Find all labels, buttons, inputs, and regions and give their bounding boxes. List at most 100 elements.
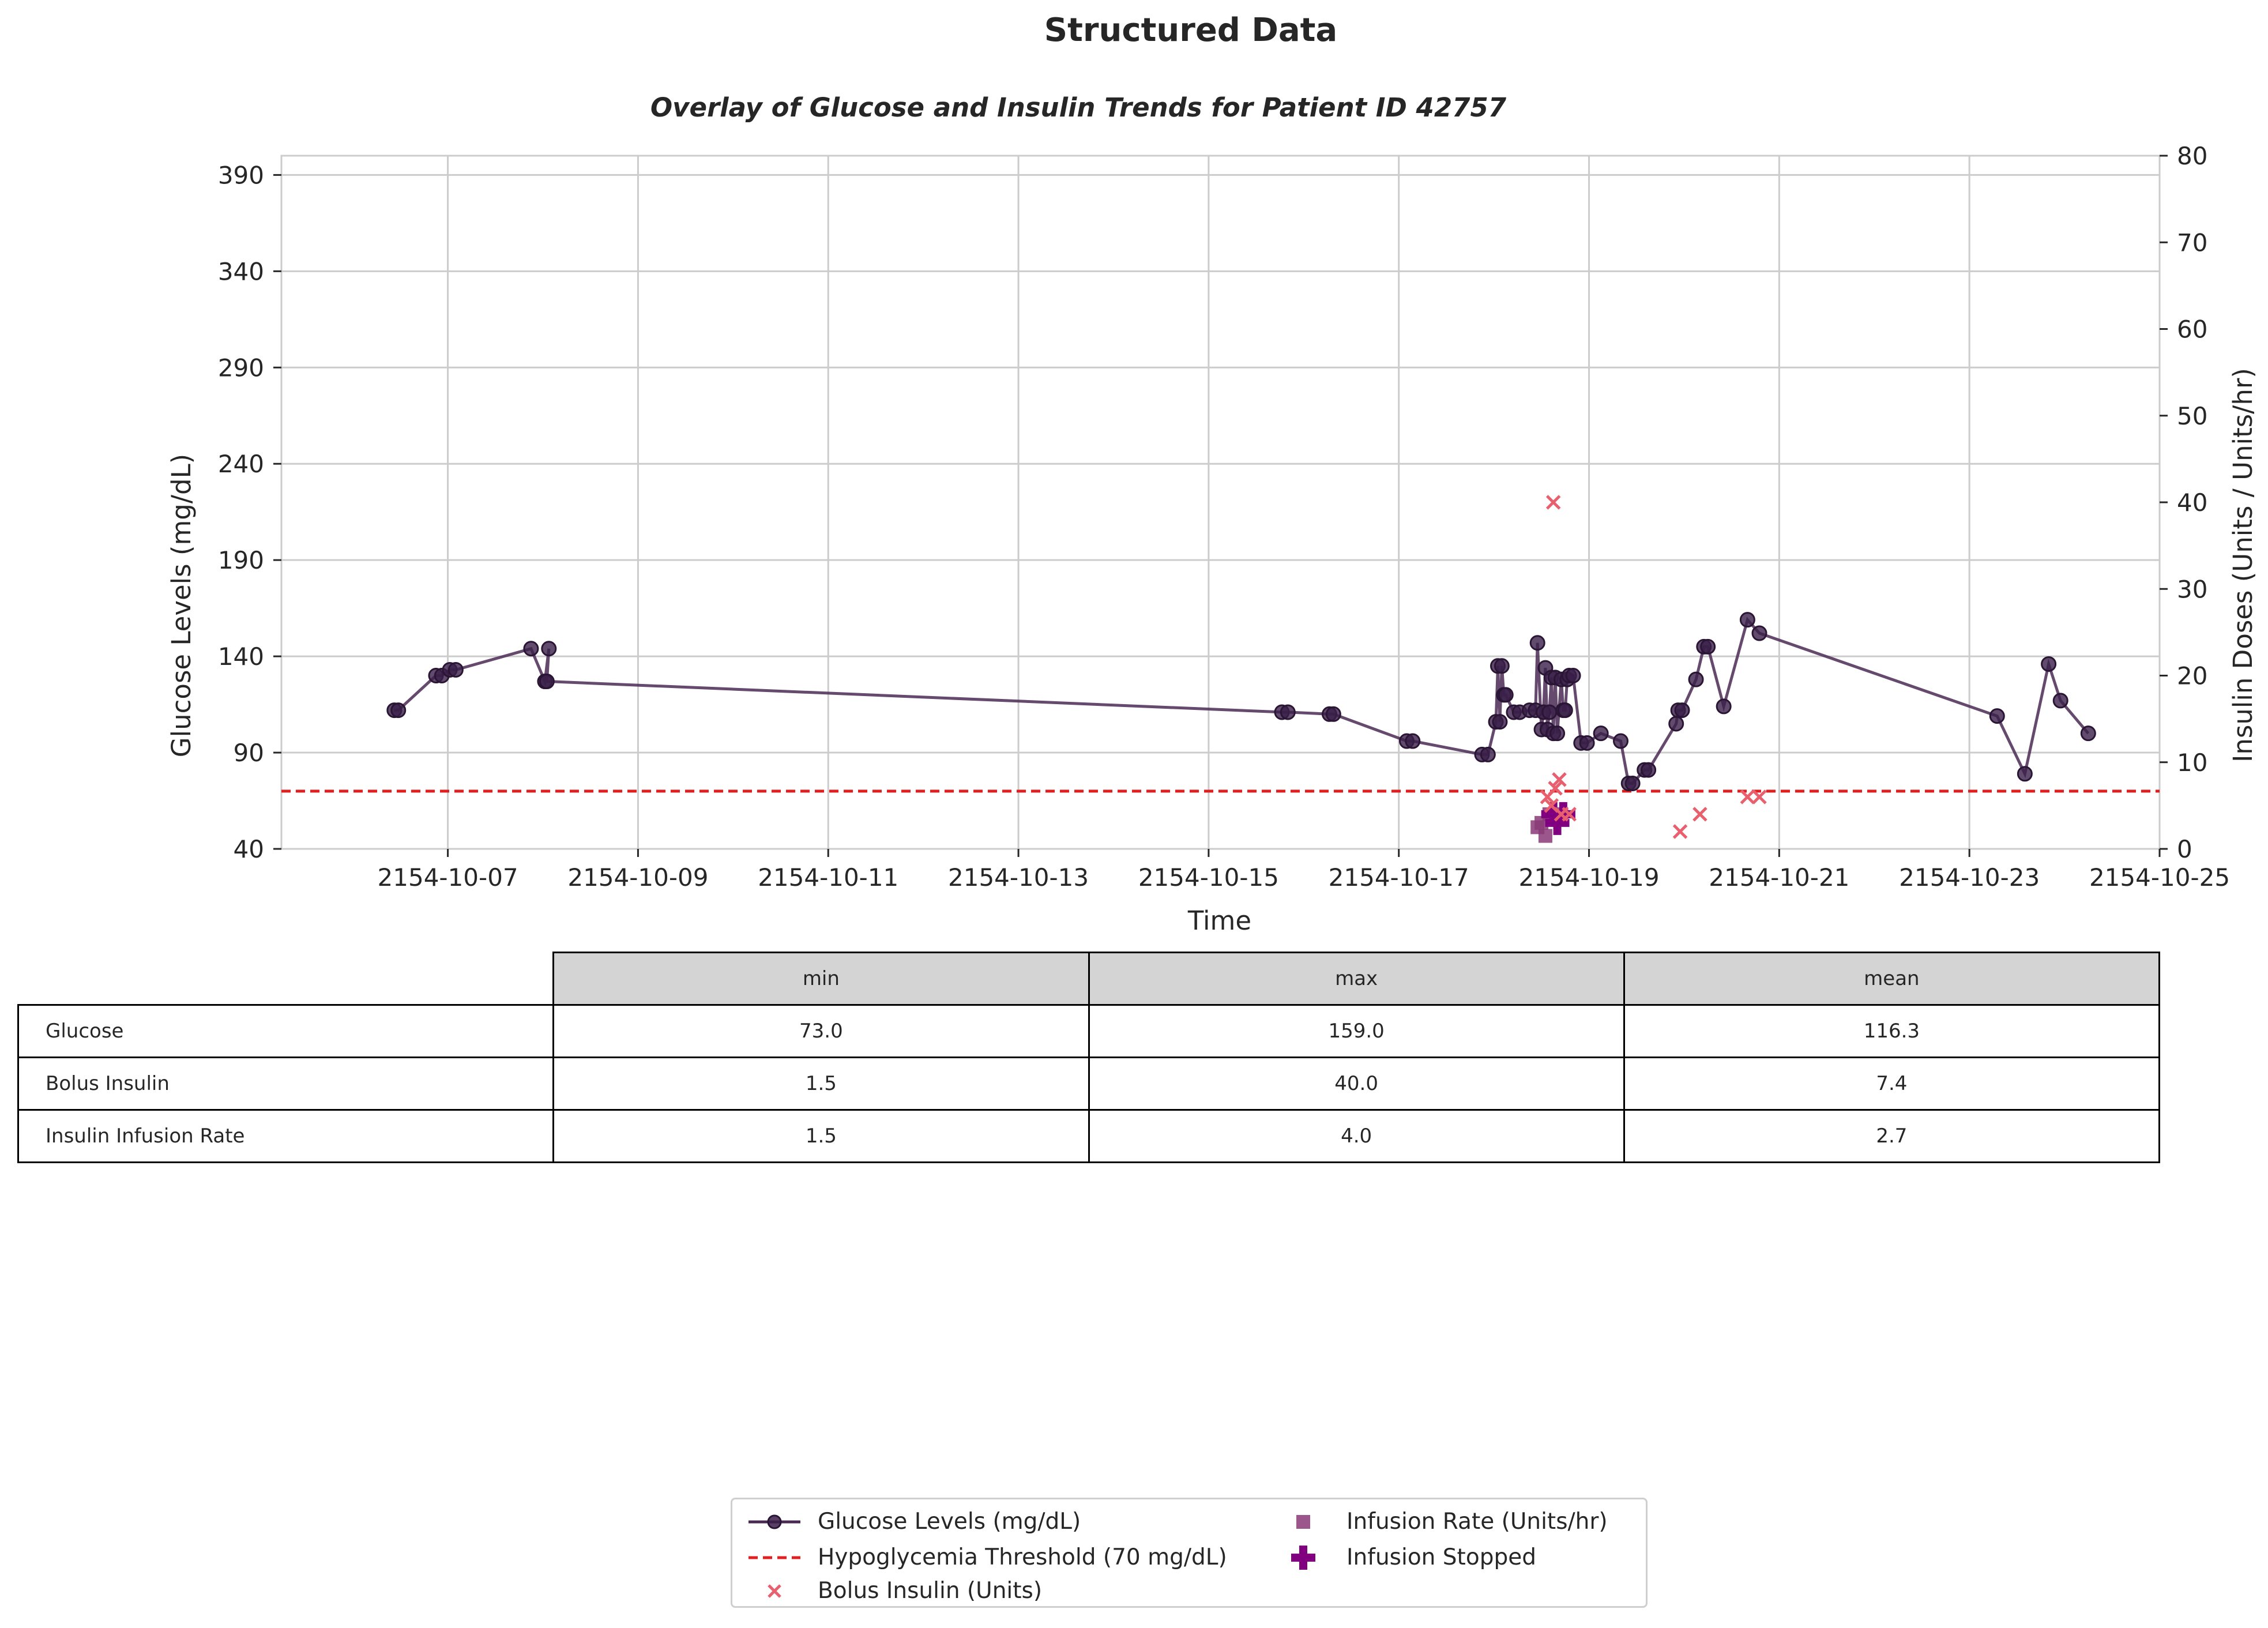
y-tick-label: 140 [218, 642, 264, 671]
bolus-point [1545, 495, 1561, 510]
glucose-point [1498, 687, 1514, 703]
glucose-point [1494, 658, 1510, 674]
glucose-point [1668, 716, 1684, 732]
glucose-point [1593, 725, 1609, 742]
table-header-row: min max mean [18, 952, 2161, 1006]
glucose-point [1579, 735, 1595, 751]
glucose-point [1325, 706, 1341, 722]
glucose-point [2052, 693, 2068, 709]
x-tick-label: 2154-10-11 [758, 863, 898, 892]
x-tick-label: 2154-10-23 [1899, 863, 2040, 892]
bolus-point [1692, 807, 1707, 822]
table-cell: 116.3 [1623, 1004, 2161, 1058]
y-axis-label: Glucose Levels (mg/dL) [166, 454, 197, 757]
y2-tick-label: 60 [2177, 315, 2207, 344]
bolus-point [1740, 789, 1755, 804]
legend-square-marker-icon [1296, 1515, 1310, 1529]
glucose-point [1480, 746, 1496, 762]
table-row: Insulin Infusion Rate 1.5 4.0 2.7 [17, 1109, 2161, 1163]
bolus-point [1752, 789, 1767, 804]
glucose-point [1280, 704, 1296, 720]
legend-label: Glucose Levels (mg/dL) [818, 1509, 1081, 1535]
y2-tick-label: 50 [2177, 402, 2207, 430]
glucose-point [1989, 708, 2005, 724]
legend-plus-marker-icon [1291, 1546, 1315, 1570]
glucose-point [1557, 702, 1573, 719]
y-tick-label: 240 [218, 450, 264, 478]
infusion-stopped-point [1545, 810, 1570, 835]
glucose-point [1641, 762, 1657, 778]
glucose-point [1549, 725, 1566, 742]
infusion-rate-point [1538, 829, 1552, 843]
table-row: Bolus Insulin 1.5 40.0 7.4 [17, 1056, 2161, 1111]
glucose-point [1613, 733, 1629, 749]
y-tick-label: 90 [234, 739, 264, 767]
glucose-point [1739, 612, 1755, 628]
glucose-point [1751, 625, 1767, 641]
glucose-point [447, 661, 464, 678]
glucose-point [1716, 698, 1732, 715]
x-tick-label: 2154-10-25 [2089, 863, 2230, 892]
y2-tick-label: 20 [2177, 662, 2207, 690]
x-tick-label: 2154-10-09 [567, 863, 708, 892]
glucose-point [523, 641, 539, 657]
bolus-point [1672, 824, 1688, 839]
glucose-point [390, 702, 407, 719]
legend-label: Infusion Rate (Units/hr) [1346, 1509, 1608, 1535]
table-row: Glucose 73.0 159.0 116.3 [17, 1004, 2161, 1058]
y2-tick-label: 0 [2177, 835, 2192, 863]
glucose-point [1529, 635, 1545, 651]
table-cell: 40.0 [1088, 1056, 1625, 1111]
bolus-point [1552, 772, 1567, 787]
legend-line-marker-icon [749, 1514, 800, 1529]
glucose-point [1541, 704, 1558, 720]
y2-tick-label: 70 [2177, 228, 2207, 257]
stats-table: min max mean Glucose 73.0 159.0 116.3 Bo… [17, 952, 2161, 1163]
chart-title: Overlay of Glucose and Insulin Trends fo… [650, 92, 1507, 123]
table-header-cell: max [1088, 952, 1625, 1006]
x-tick-label: 2154-10-21 [1709, 863, 1849, 892]
table-row-label: Glucose [17, 1004, 555, 1058]
y2-tick-label: 80 [2177, 142, 2207, 170]
glucose-point [1492, 714, 1508, 730]
y2-tick-label: 30 [2177, 575, 2207, 603]
y-tick-label: 190 [218, 546, 264, 574]
table-cell: 2.7 [1623, 1109, 2161, 1163]
glucose-point [2041, 656, 2057, 672]
table-cell: 73.0 [552, 1004, 1090, 1058]
glucose-point [541, 641, 557, 657]
x-tick-label: 2154-10-07 [378, 863, 518, 892]
grid-lines [281, 156, 2161, 850]
x-tick-label: 2154-10-17 [1329, 863, 1469, 892]
y2-tick-label: 40 [2177, 488, 2207, 517]
chart-legend: Glucose Levels (mg/dL) Hypoglycemia Thre… [731, 1498, 1648, 1608]
legend-dashed-line-icon [749, 1556, 800, 1559]
table-header-cell: min [552, 952, 1090, 1006]
table-row-label: Bolus Insulin [17, 1056, 555, 1111]
y-tick-label: 290 [218, 354, 264, 382]
glucose-point [539, 674, 555, 690]
legend-x-marker-icon [768, 1584, 781, 1598]
glucose-point [1624, 775, 1641, 791]
figure-title: Structured Data [1044, 12, 1338, 49]
y-tick-label: 390 [218, 161, 264, 189]
y-tick-label: 40 [234, 835, 264, 863]
table-corner [18, 953, 554, 1005]
x-tick-label: 2154-10-13 [948, 863, 1089, 892]
glucose-point [1688, 671, 1704, 687]
legend-label: Bolus Insulin (Units) [818, 1578, 1043, 1604]
glucose-point [1405, 733, 1421, 749]
chart-marks [281, 495, 2160, 843]
glucose-point [2080, 725, 2096, 742]
table-cell: 4.0 [1088, 1109, 1625, 1163]
legend-label: Hypoglycemia Threshold (70 mg/dL) [818, 1544, 1227, 1570]
y-tick-label: 340 [218, 257, 264, 285]
chart-canvas: 2154-10-07 2154-10-09 2154-10-11 2154-10-13… [166, 142, 2258, 936]
table-cell: 1.5 [552, 1109, 1090, 1163]
glucose-point [1565, 668, 1581, 683]
bolus-point [1548, 781, 1563, 796]
bolus-point [1562, 807, 1577, 822]
table-row-label: Insulin Infusion Rate [17, 1109, 555, 1163]
glucose-point [1674, 702, 1690, 719]
table-header-cell: mean [1623, 952, 2161, 1006]
